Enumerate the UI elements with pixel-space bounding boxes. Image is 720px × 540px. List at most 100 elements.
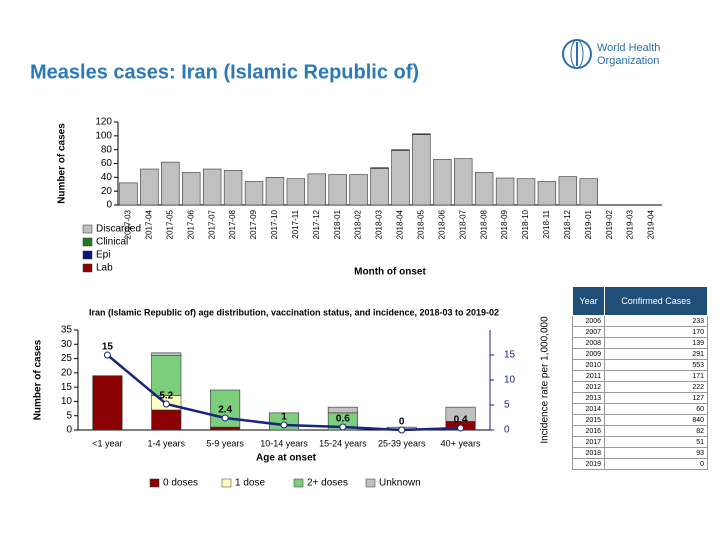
table-cell: 2018 — [571, 447, 606, 459]
incidence-point — [162, 400, 170, 408]
data-label: 0.6 — [336, 414, 350, 425]
x-tick-label: 2018-04 — [396, 209, 405, 239]
y-tick-label: 5 — [66, 410, 72, 421]
x-tick-label: 2017-03 — [124, 209, 133, 239]
y-tick-label: 100 — [95, 130, 112, 141]
x-tick-label: 2018-06 — [437, 209, 446, 239]
table-row: 2011 171 — [571, 370, 708, 382]
table-cell: 291 — [604, 348, 708, 360]
bar-segment — [412, 133, 431, 135]
bar-segment — [391, 150, 410, 206]
legend-swatch — [365, 478, 376, 488]
table-row: 2019 0 — [571, 458, 708, 470]
x-tick-label: 2017-07 — [207, 209, 216, 239]
y-axis-label: Number of cases — [57, 123, 68, 204]
x-axis-label: Age at onset — [256, 453, 317, 464]
y2-tick-label: 0 — [504, 425, 510, 436]
legend-label: Unknown — [379, 478, 421, 489]
y-axis-label: Number of cases — [33, 339, 44, 420]
legend-label: 1 dose — [235, 478, 265, 489]
legend-swatch — [82, 224, 93, 234]
x-axis-label: Month of onset — [354, 267, 426, 278]
legend-swatch — [149, 478, 160, 488]
table-row: 2009 291 — [571, 348, 708, 360]
legend-label: Lab — [96, 263, 113, 274]
table-cell: 2017 — [571, 436, 606, 448]
y-tick-label: 10 — [61, 396, 73, 407]
bar-segment — [265, 177, 285, 206]
bar-segment — [370, 167, 389, 169]
table-cell: 2007 — [571, 326, 606, 338]
y-tick-label: 60 — [101, 158, 113, 169]
y2-tick-label: 10 — [504, 375, 516, 386]
x-tick-label: 10-14 years — [260, 438, 308, 448]
bar-segment — [349, 174, 368, 206]
bar-segment — [307, 173, 326, 206]
x-tick-label: 2017-05 — [165, 209, 174, 239]
bar-segment — [210, 389, 241, 428]
table-cell: 2013 — [571, 392, 606, 404]
x-tick-label: 2019-01 — [584, 209, 593, 239]
table-cell: 2011 — [571, 370, 606, 382]
x-tick-label: 2018-01 — [333, 209, 342, 239]
who-logo — [562, 39, 592, 69]
x-tick-label: 2018-09 — [500, 209, 509, 239]
incidence-point — [103, 351, 111, 359]
table-cell: 127 — [604, 392, 708, 404]
legend-label: 0 doses — [163, 478, 198, 489]
data-label: 15 — [102, 342, 114, 353]
x-tick-label: 2018-03 — [375, 209, 384, 239]
y-tick-label: 20 — [101, 186, 113, 197]
table-cell: 139 — [604, 337, 708, 349]
bar-segment — [202, 168, 222, 206]
table-cell: 82 — [604, 425, 708, 437]
slide-title: Measles cases: Iran (Islamic Republic of… — [30, 61, 419, 83]
x-tick-label: 2018-10 — [521, 209, 530, 239]
table-cell: 2019 — [571, 458, 606, 470]
table-row: 2015 840 — [571, 414, 708, 426]
logo-text: World Health — [597, 42, 660, 54]
table-cell: 2015 — [571, 414, 606, 426]
bar-segment — [454, 158, 473, 206]
legend-swatch — [82, 237, 93, 247]
table-cell: 2012 — [571, 381, 606, 393]
legend-label: Discarded — [96, 224, 141, 235]
legend-label: 2+ doses — [307, 478, 348, 489]
x-tick-label: 1-4 years — [148, 438, 186, 448]
table-cell: 2006 — [571, 315, 606, 327]
incidence-point — [457, 424, 465, 432]
bar-segment — [391, 149, 410, 151]
x-tick-label: 2018-07 — [458, 209, 467, 239]
bar-segment — [558, 176, 578, 206]
table-cell: 840 — [604, 414, 708, 426]
x-tick-label: 2017-08 — [228, 209, 237, 239]
bar-segment — [537, 181, 557, 206]
header-cell: Confirmed Cases — [604, 286, 708, 316]
table-cell: 171 — [604, 370, 708, 382]
y-tick-label: 15 — [61, 382, 73, 393]
incidence-point — [280, 421, 288, 429]
table-cell: 0 — [604, 458, 708, 470]
data-label: 1 — [281, 412, 287, 423]
y2-tick-label: 5 — [504, 400, 510, 411]
bar-segment — [119, 182, 138, 206]
bar-segment — [182, 172, 201, 206]
x-tick-label: 2018-12 — [563, 209, 572, 239]
bar-segment — [92, 375, 123, 431]
legend-swatch — [82, 263, 93, 273]
legend-swatch — [221, 478, 232, 488]
bar-segment — [474, 172, 494, 206]
y2-tick-label: 15 — [504, 350, 516, 361]
legend-swatch — [293, 478, 304, 488]
table-cell: 60 — [604, 403, 708, 415]
bar-segment — [286, 178, 306, 206]
table-row: 2013 127 — [571, 392, 708, 404]
y-tick-label: 0 — [106, 200, 112, 211]
x-tick-label: 15-24 years — [319, 438, 367, 448]
bar-segment — [151, 409, 182, 431]
incidence-point — [339, 423, 347, 431]
x-tick-label: 5-9 years — [206, 438, 244, 448]
table-cell: 2014 — [571, 403, 606, 415]
data-label: 5.2 — [159, 391, 173, 402]
